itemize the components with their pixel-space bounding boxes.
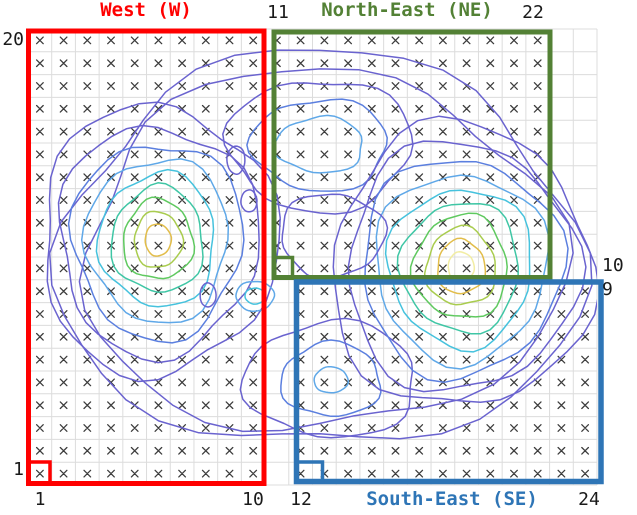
region-origin-cell-SE	[295, 460, 325, 484]
contour-ring-west-peak	[144, 223, 173, 257]
col-tick-1-bottom: 1	[34, 489, 46, 510]
region-origin-cell-W	[26, 460, 52, 486]
contour-ring-east-peak	[364, 160, 569, 384]
row-tick-20: 20	[2, 29, 24, 50]
contour-ring-east-peak	[423, 224, 496, 306]
contour-ring-west-peak	[80, 158, 230, 324]
contour-ring-small-blob-b	[240, 189, 258, 213]
contour-ring-outer-field	[48, 49, 593, 440]
contour-ring-south-mid-peak	[280, 339, 382, 418]
contour-ring-small-blob-d	[244, 287, 266, 305]
contour-ring-west-peak	[46, 101, 281, 383]
contour-ring-west-peak	[95, 168, 215, 308]
contour-ring-west-peak	[110, 182, 204, 294]
contour-ring-north-mid-peak	[272, 114, 363, 174]
grid-lines	[27, 28, 598, 486]
contour-ring-east-peak	[384, 189, 531, 353]
contour-ring-south-mid-peak	[313, 365, 350, 394]
contour-ring-east-peak	[332, 115, 597, 404]
contour-ring-north-mid-peak	[246, 98, 388, 192]
contour-ring-west-peak	[133, 210, 185, 268]
contour-ring-south-mid-peak	[239, 317, 414, 439]
col-tick-11: 11	[267, 2, 289, 23]
contour-ring-east-peak	[375, 174, 550, 370]
region-title-west: West (W)	[100, 0, 192, 21]
col-tick-22: 22	[522, 2, 544, 23]
contour-lines	[46, 49, 597, 440]
contour-ring-east-peak	[437, 237, 487, 295]
col-tick-24-bottom: 24	[578, 489, 600, 510]
data-point-markers	[35, 36, 590, 478]
region-origin-cell-NE	[272, 255, 295, 280]
region-title-south-east: South-East (SE)	[366, 488, 538, 510]
col-tick-10-bottom: 10	[242, 489, 264, 510]
contour-ring-small-blob-a	[226, 145, 246, 175]
contour-ring-west-peak	[57, 124, 260, 364]
contour-ring-east-peak	[396, 203, 519, 335]
contour-ring-west-peak	[67, 146, 245, 344]
region-title-north-east: North-East (NE)	[321, 0, 493, 21]
contour-ring-saddle-loop	[281, 193, 389, 281]
region-box-W	[26, 28, 267, 486]
contour-ring-small-blob-c	[199, 282, 217, 308]
contour-ring-east-peak	[347, 140, 587, 393]
contour-ring-west-peak	[122, 196, 196, 280]
row-tick-1: 1	[13, 459, 24, 480]
region-overlays	[26, 28, 604, 486]
row-tick-10: 10	[602, 255, 624, 276]
contour-ring-outer-field	[78, 68, 574, 433]
region-box-NE	[271, 29, 553, 280]
col-tick-12-bottom: 12	[290, 489, 312, 510]
region-box-SE	[293, 279, 604, 485]
row-tick-9: 9	[602, 279, 613, 300]
contour-ring-east-peak	[409, 212, 508, 318]
